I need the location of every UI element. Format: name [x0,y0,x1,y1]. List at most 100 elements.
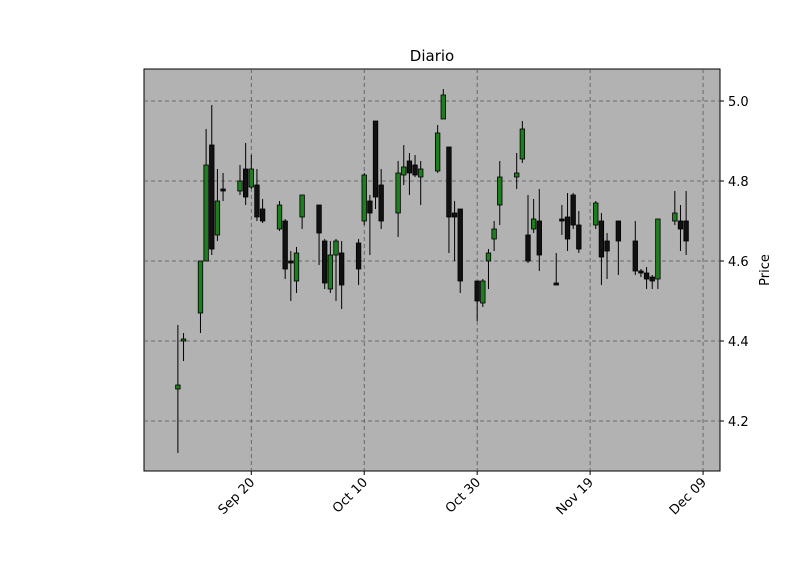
candle-body [485,252,492,262]
candle [248,155,254,189]
candle [525,195,531,263]
candle [412,155,418,177]
y-tick-label: 4.8 [728,175,749,190]
candle-body [322,240,328,284]
candle [288,251,294,301]
candle-body [203,164,209,262]
x-tick-label: Dec 09 [667,475,710,518]
candle-body [536,220,542,256]
x-tick-label: Nov 19 [554,475,597,518]
candle-body [401,166,407,176]
candle-body [333,240,339,256]
candle-body [378,184,384,222]
candle-body [412,164,418,176]
candle [530,199,537,233]
candle [536,189,542,271]
candle [446,146,452,253]
candle [553,253,559,286]
candle [282,219,288,279]
candle-body [197,260,204,314]
candle [604,233,610,279]
candle [570,193,576,229]
y-tick-label: 4.4 [728,335,749,350]
candle-body [395,172,401,214]
candle [519,121,526,163]
candle [180,333,187,361]
candle [254,169,260,221]
y-axis-label: Price [758,254,773,286]
candle [593,201,599,229]
candle-body [525,234,531,262]
candle [299,194,305,229]
candle [677,205,684,251]
candle [316,204,322,265]
candle [197,260,204,333]
candle-body [497,176,503,206]
x-tick-label: Oct 30 [443,475,484,516]
candle [491,221,497,251]
candle [638,269,644,277]
candle-body [615,220,622,242]
candle-body [372,120,379,198]
candle [451,201,458,261]
x-tick-label: Oct 10 [330,475,371,516]
candle-body [293,252,300,282]
candle [242,143,249,205]
plot-area [143,68,721,472]
candle-body [480,280,486,304]
candle-body [248,168,254,188]
y-tick-label: 4.2 [728,415,749,430]
candle-body [643,272,650,280]
candle-body [451,212,458,218]
candle [576,211,582,253]
candle-body [338,252,345,286]
candle-body [553,282,559,286]
candle [327,241,334,293]
candle-body [457,208,463,282]
candle-body [446,146,452,218]
candle [237,165,243,195]
candle-body [242,168,249,198]
candle-body [598,220,605,258]
candle-body [491,228,497,240]
candle [203,129,209,262]
candle [276,201,283,231]
candle [485,249,492,289]
candle-body [327,254,334,290]
candle-body [418,168,424,178]
candle [372,120,379,209]
y-tick-label: 5.0 [728,95,749,110]
candle-body [406,160,413,174]
candle-body [254,184,260,218]
candle [209,105,215,255]
candle-body [259,208,266,222]
candle [457,208,463,293]
candle [406,153,413,195]
candle [480,279,486,307]
candle [214,169,221,241]
candle [367,195,373,255]
candle-body [559,218,565,222]
candle [655,218,661,289]
candle-body [632,240,638,272]
candle [683,191,689,255]
candle [395,161,401,237]
candle-body [677,220,684,230]
x-tick-label: Sep 20 [216,475,259,518]
candle [434,125,441,173]
candle-body [683,220,689,242]
candle-body [440,94,446,120]
candle-body [180,338,187,342]
candle [559,205,565,235]
candle-body [434,132,441,172]
candle-body [355,242,362,270]
candle-body [604,240,610,252]
candle-body [299,194,305,218]
candle-body [576,224,582,250]
candle-body [672,212,678,222]
candle [333,239,339,301]
candle [632,221,638,275]
candle [514,153,520,189]
candle [175,325,181,453]
